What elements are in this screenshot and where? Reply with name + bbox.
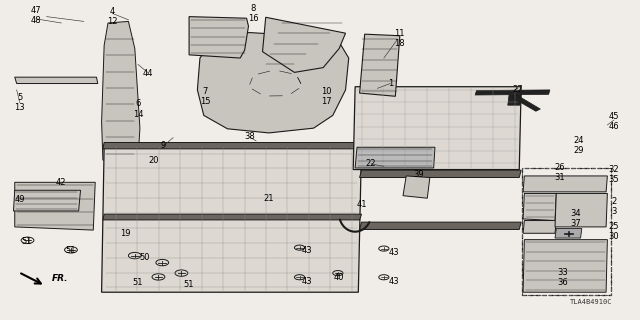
Polygon shape bbox=[197, 33, 349, 133]
Text: 25
30: 25 30 bbox=[609, 222, 619, 241]
Polygon shape bbox=[555, 194, 607, 227]
Polygon shape bbox=[15, 77, 98, 84]
Text: 33
36: 33 36 bbox=[557, 268, 568, 287]
Text: 43: 43 bbox=[302, 276, 312, 285]
Text: 42: 42 bbox=[56, 178, 67, 187]
Text: 5
13: 5 13 bbox=[15, 93, 25, 112]
Text: 1: 1 bbox=[388, 79, 393, 88]
Polygon shape bbox=[360, 34, 400, 96]
Polygon shape bbox=[102, 146, 362, 292]
Polygon shape bbox=[355, 147, 435, 168]
Text: 51: 51 bbox=[21, 237, 31, 246]
Polygon shape bbox=[523, 176, 607, 192]
Polygon shape bbox=[13, 190, 81, 211]
Text: 34
37: 34 37 bbox=[570, 209, 581, 228]
Text: 24
29: 24 29 bbox=[573, 136, 584, 155]
Text: 43: 43 bbox=[388, 248, 399, 257]
Text: 19: 19 bbox=[120, 229, 131, 238]
Polygon shape bbox=[15, 182, 95, 230]
Text: 51: 51 bbox=[66, 246, 76, 255]
Polygon shape bbox=[508, 95, 521, 105]
Text: 6
14: 6 14 bbox=[132, 100, 143, 118]
Text: 9: 9 bbox=[161, 141, 166, 150]
Text: 43: 43 bbox=[388, 276, 399, 285]
Polygon shape bbox=[353, 87, 521, 170]
Text: 41: 41 bbox=[356, 200, 367, 209]
Text: 26
31: 26 31 bbox=[554, 163, 564, 182]
Bar bbox=[522, 168, 611, 295]
Polygon shape bbox=[189, 17, 248, 58]
Text: 50: 50 bbox=[139, 253, 150, 262]
Text: 49: 49 bbox=[15, 195, 25, 204]
Polygon shape bbox=[262, 17, 346, 72]
Text: 40: 40 bbox=[334, 273, 344, 282]
Text: 11
18: 11 18 bbox=[394, 29, 405, 48]
Polygon shape bbox=[360, 170, 521, 178]
Text: 51: 51 bbox=[184, 280, 195, 289]
Text: 32
35: 32 35 bbox=[609, 165, 619, 184]
Polygon shape bbox=[555, 228, 582, 238]
Text: TLA4B4910C: TLA4B4910C bbox=[570, 299, 612, 305]
Polygon shape bbox=[360, 222, 521, 229]
Bar bbox=[522, 168, 611, 295]
Text: 7
15: 7 15 bbox=[200, 87, 211, 106]
Text: 21: 21 bbox=[264, 194, 274, 203]
Text: 22: 22 bbox=[366, 159, 376, 168]
Text: FR.: FR. bbox=[52, 274, 68, 283]
Text: 2
3: 2 3 bbox=[611, 197, 616, 216]
Text: 10
17: 10 17 bbox=[321, 87, 332, 106]
Text: 27: 27 bbox=[513, 85, 524, 94]
Text: 51: 51 bbox=[132, 278, 143, 287]
Text: 38: 38 bbox=[244, 132, 255, 140]
Text: 8
16: 8 16 bbox=[248, 4, 259, 23]
Polygon shape bbox=[475, 90, 550, 95]
Text: 20: 20 bbox=[148, 156, 159, 164]
Text: 45
46: 45 46 bbox=[609, 112, 619, 131]
Polygon shape bbox=[523, 240, 607, 292]
Text: 47
48: 47 48 bbox=[31, 5, 41, 25]
Polygon shape bbox=[103, 142, 362, 149]
Polygon shape bbox=[403, 176, 430, 198]
Text: 39: 39 bbox=[413, 170, 424, 179]
Polygon shape bbox=[523, 194, 556, 220]
Text: 12: 12 bbox=[108, 17, 118, 26]
Polygon shape bbox=[102, 21, 140, 163]
Text: 44: 44 bbox=[142, 69, 153, 78]
Polygon shape bbox=[511, 95, 540, 111]
Polygon shape bbox=[103, 214, 362, 220]
Text: 43: 43 bbox=[302, 246, 312, 255]
Polygon shape bbox=[523, 220, 556, 233]
Text: 4: 4 bbox=[110, 7, 115, 16]
